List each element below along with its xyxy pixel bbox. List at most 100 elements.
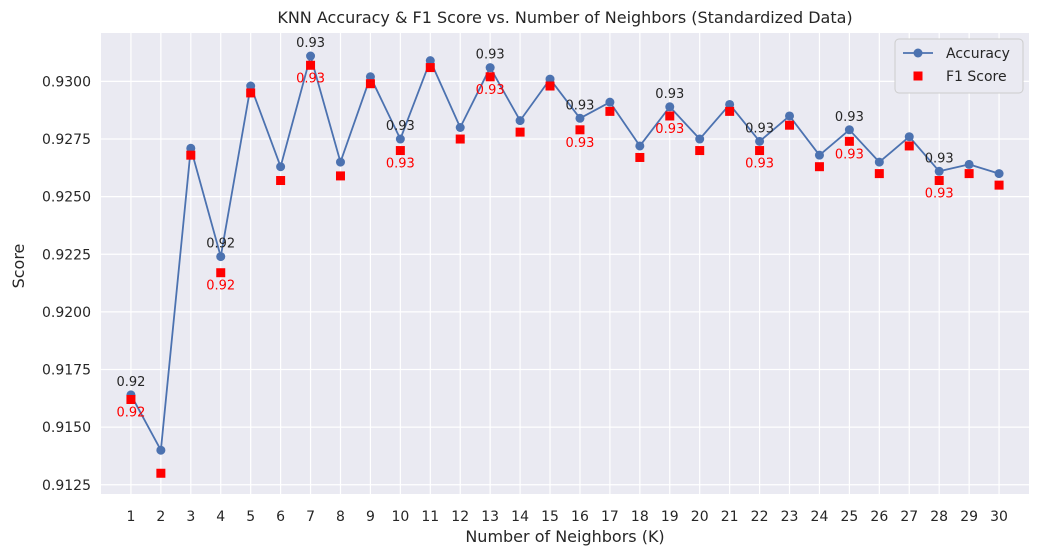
legend-f1-label: F1 Score: [946, 69, 1007, 85]
f1-point: [425, 63, 435, 73]
f1-point: [515, 127, 525, 137]
x-tick-label: 10: [391, 509, 409, 525]
accuracy-point: [186, 143, 196, 153]
x-tick-label: 25: [840, 509, 858, 525]
x-tick-label: 13: [481, 509, 499, 525]
f1-annotation: 0.93: [296, 71, 325, 86]
x-tick-label: 4: [216, 509, 225, 525]
f1-annotation: 0.92: [206, 279, 235, 294]
accuracy-point: [874, 157, 884, 167]
chart-title: KNN Accuracy & F1 Score vs. Number of Ne…: [277, 8, 852, 27]
f1-point: [455, 134, 465, 144]
accuracy-point: [605, 97, 615, 107]
accuracy-point: [545, 74, 555, 84]
f1-annotation: 0.93: [565, 136, 594, 151]
f1-point: [755, 146, 765, 156]
f1-annotation: 0.92: [116, 405, 145, 420]
y-tick-label: 0.9300: [42, 74, 91, 90]
f1-point: [635, 152, 645, 162]
x-tick-label: 21: [721, 509, 739, 525]
accuracy-point: [425, 56, 435, 66]
accuracy-annotation: 0.93: [925, 151, 954, 166]
x-tick-label: 11: [421, 509, 439, 525]
f1-point: [485, 72, 495, 82]
f1-point: [126, 394, 136, 404]
accuracy-point: [276, 162, 286, 172]
x-tick-label: 20: [691, 509, 709, 525]
accuracy-point: [665, 102, 675, 112]
legend-accuracy-label: Accuracy: [946, 46, 1010, 62]
f1-point: [156, 468, 166, 478]
x-tick-label: 7: [306, 509, 315, 525]
y-tick-label: 0.9225: [42, 247, 91, 263]
accuracy-point: [814, 150, 824, 160]
f1-point: [874, 169, 884, 179]
f1-point: [216, 268, 226, 278]
accuracy-point: [365, 72, 375, 82]
y-tick-label: 0.9275: [42, 132, 91, 148]
y-tick-label: 0.9175: [42, 363, 91, 379]
f1-point: [934, 176, 944, 186]
accuracy-point: [695, 134, 705, 144]
accuracy-annotation: 0.93: [476, 48, 505, 63]
accuracy-annotation: 0.93: [565, 98, 594, 113]
accuracy-point: [575, 113, 585, 123]
x-tick-label: 18: [631, 509, 649, 525]
f1-point: [844, 136, 854, 146]
x-tick-label: 27: [900, 509, 918, 525]
accuracy-point: [934, 166, 944, 176]
y-tick-label: 0.9250: [42, 190, 91, 206]
x-axis-title: Number of Neighbors (K): [465, 527, 664, 546]
x-tick-label: 8: [336, 509, 345, 525]
accuracy-point: [216, 252, 226, 262]
accuracy-annotation: 0.92: [206, 237, 235, 252]
accuracy-point: [844, 125, 854, 135]
accuracy-point: [156, 445, 166, 455]
accuracy-point: [306, 51, 316, 61]
f1-point: [276, 176, 286, 186]
f1-point: [605, 106, 615, 116]
x-tick-label: 14: [511, 509, 529, 525]
legend: Accuracy F1 Score: [894, 38, 1024, 94]
f1-point: [994, 180, 1004, 190]
accuracy-annotation: 0.93: [655, 87, 684, 102]
y-tick-label: 0.9150: [42, 420, 91, 436]
plot-area: [101, 33, 1029, 494]
f1-point: [695, 146, 705, 156]
f1-annotation: 0.93: [655, 122, 684, 137]
x-tick-label: 16: [571, 509, 589, 525]
x-tick-label: 26: [870, 509, 888, 525]
x-tick-label: 29: [960, 509, 978, 525]
accuracy-point: [246, 81, 256, 91]
f1-point: [665, 111, 675, 121]
annotations-layer: 0.92 0.92 0.92 0.92 0.93 0.93 0.93 0.93 0.93 0.93…: [116, 36, 953, 420]
x-tick-label: 22: [751, 509, 769, 525]
accuracy-point: [515, 116, 525, 126]
x-tick-label: 19: [661, 509, 679, 525]
f1-annotation: 0.93: [745, 157, 774, 172]
f1-point: [814, 162, 824, 172]
x-tick-label: 17: [601, 509, 619, 525]
f1-point: [335, 171, 345, 181]
x-tick-label: 30: [990, 509, 1008, 525]
accuracy-point: [485, 63, 495, 73]
f1-annotation: 0.93: [925, 187, 954, 202]
accuracy-point: [635, 141, 645, 151]
x-axis-ticks: 1 2 3 4 5 6 7 8 9 10 11 12 13 14 15 16 17 18 19 20 21 22 23 24 2…: [126, 509, 1008, 525]
f1-point: [186, 150, 196, 160]
f1-point: [365, 79, 375, 89]
x-tick-label: 2: [156, 509, 165, 525]
accuracy-annotation: 0.93: [296, 36, 325, 51]
accuracy-point: [904, 132, 914, 142]
y-axis-ticks: 0.9125 0.9150 0.9175 0.9200 0.9225 0.9250 0.92…: [42, 74, 91, 493]
y-axis-title: Score: [9, 244, 28, 289]
accuracy-point: [994, 169, 1004, 179]
accuracy-point: [395, 134, 405, 144]
f1-point: [545, 81, 555, 91]
accuracy-point: [455, 123, 465, 133]
accuracy-point: [335, 157, 345, 167]
y-tick-label: 0.9200: [42, 305, 91, 321]
accuracy-annotation: 0.93: [386, 119, 415, 134]
accuracy-point: [964, 159, 974, 169]
f1-point: [246, 88, 256, 98]
